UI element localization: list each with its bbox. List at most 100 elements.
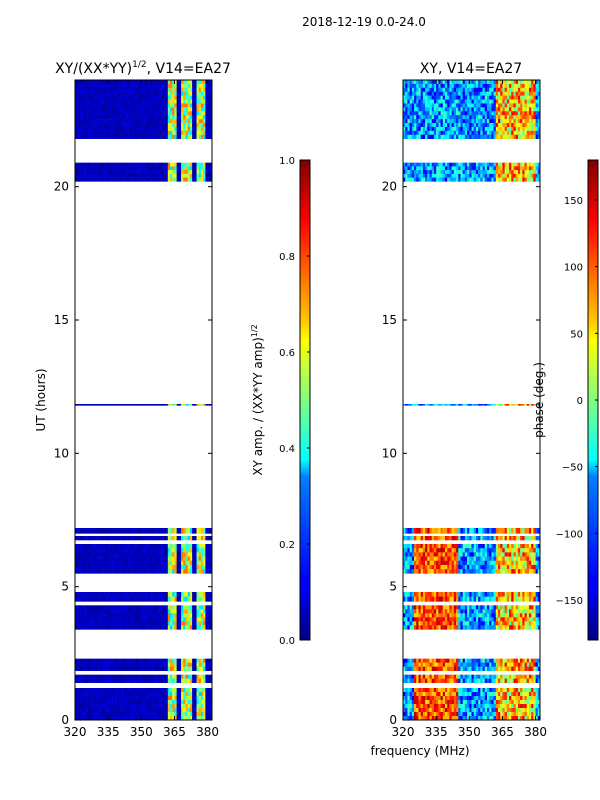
heatmap-cell [88,617,91,622]
heatmap-cell [209,166,212,171]
heatmap-cell [405,592,408,597]
heatmap-cell [92,119,96,124]
heatmap-cell [134,552,138,557]
heatmap-cell [94,564,98,570]
heatmap-cell [147,712,151,717]
heatmap-cell [515,564,519,570]
heatmap-cell [112,91,116,96]
heatmap-cell [489,700,492,705]
heatmap-cell [181,166,184,171]
heatmap-cell [81,536,85,541]
heatmap-cell [444,666,448,671]
heatmap-cell [147,609,151,614]
heatmap-cell [502,712,506,717]
heatmap-cell [108,123,111,128]
heatmap-cell [491,696,494,701]
heatmap-cell [143,569,147,574]
heatmap-cell [132,95,136,100]
heatmap-cell [506,700,510,705]
heatmap-cell [81,700,85,705]
heatmap-cell [429,696,433,701]
heatmap-cell [125,107,129,112]
heatmap-cell [139,548,142,553]
heatmap-cell [79,170,83,175]
heatmap-cell [433,596,437,602]
heatmap-cell [167,569,171,574]
heatmap-cell [141,552,144,557]
heatmap-cell [203,536,206,541]
heatmap-cell [176,704,180,709]
heatmap-cell [407,662,411,667]
heatmap-cell [174,692,178,697]
heatmap-cell [75,712,78,717]
heatmap-cell [405,564,408,570]
heatmap-cell [119,569,122,574]
heatmap-cell [145,621,149,626]
heatmap-cell [196,696,200,701]
heatmap-cell [198,111,202,116]
heatmap-cell [178,103,182,108]
heatmap-cell [192,91,195,96]
heatmap-cell [83,536,87,541]
heatmap-cell [198,674,202,679]
heatmap-cell [409,674,413,679]
heatmap-cell [147,613,151,618]
heatmap-cell [462,658,466,663]
heatmap-cell [178,700,182,705]
heatmap-cell [163,107,166,112]
heatmap-cell [83,130,87,136]
heatmap-cell [110,688,113,693]
heatmap-cell [123,134,127,139]
colorbar-amplitude-bar [299,159,311,641]
heatmap-cell [526,708,530,713]
heatmap-cell [167,170,171,175]
heatmap-cell [438,688,441,693]
heatmap-cell [458,544,461,549]
heatmap-cell [194,617,197,622]
heatmap-cell [163,80,166,85]
heatmap-cell [192,625,195,630]
heatmap-cell [99,166,102,171]
heatmap-cell [88,621,91,626]
heatmap-cell [524,621,528,626]
heatmap-cell [178,162,182,167]
heatmap-cell [101,666,105,671]
heatmap-cell [116,662,120,667]
heatmap-cell [143,692,147,697]
heatmap-cell [187,569,191,574]
heatmap-cell [105,173,109,178]
heatmap-cell [451,678,455,683]
heatmap-cell [77,560,80,566]
heatmap-cell [154,544,158,549]
heatmap-cell [110,552,113,557]
heatmap-cell [502,548,506,553]
heatmap-cell [86,404,89,406]
heatmap-cell [101,560,105,566]
heatmap-cell [498,662,501,667]
heatmap-cell [154,712,158,717]
heatmap-cell [196,80,200,85]
heatmap-cell [101,712,105,717]
heatmap-cell [504,688,508,693]
heatmap-cell [528,674,532,679]
heatmap-cell [475,666,479,671]
heatmap-cell [83,123,87,128]
heatmap-cell [92,596,96,602]
heatmap-cell [192,95,195,100]
heatmap-cell [136,658,140,663]
heatmap-cell [130,552,133,557]
amplitude-ylabel: UT (hours) [34,368,48,431]
heatmap-cell [125,708,129,713]
heatmap-cell [209,548,212,553]
heatmap-cell [116,592,120,597]
heatmap-cell [181,107,184,112]
heatmap-cell [167,692,171,697]
heatmap-cell [110,91,113,96]
heatmap-cell [489,621,492,626]
heatmap-cell [77,166,80,171]
heatmap-cell [205,569,208,574]
heatmap-cell [116,91,120,96]
heatmap-cell [152,617,155,622]
heatmap-cell [531,613,534,618]
heatmap-cell [467,704,470,709]
